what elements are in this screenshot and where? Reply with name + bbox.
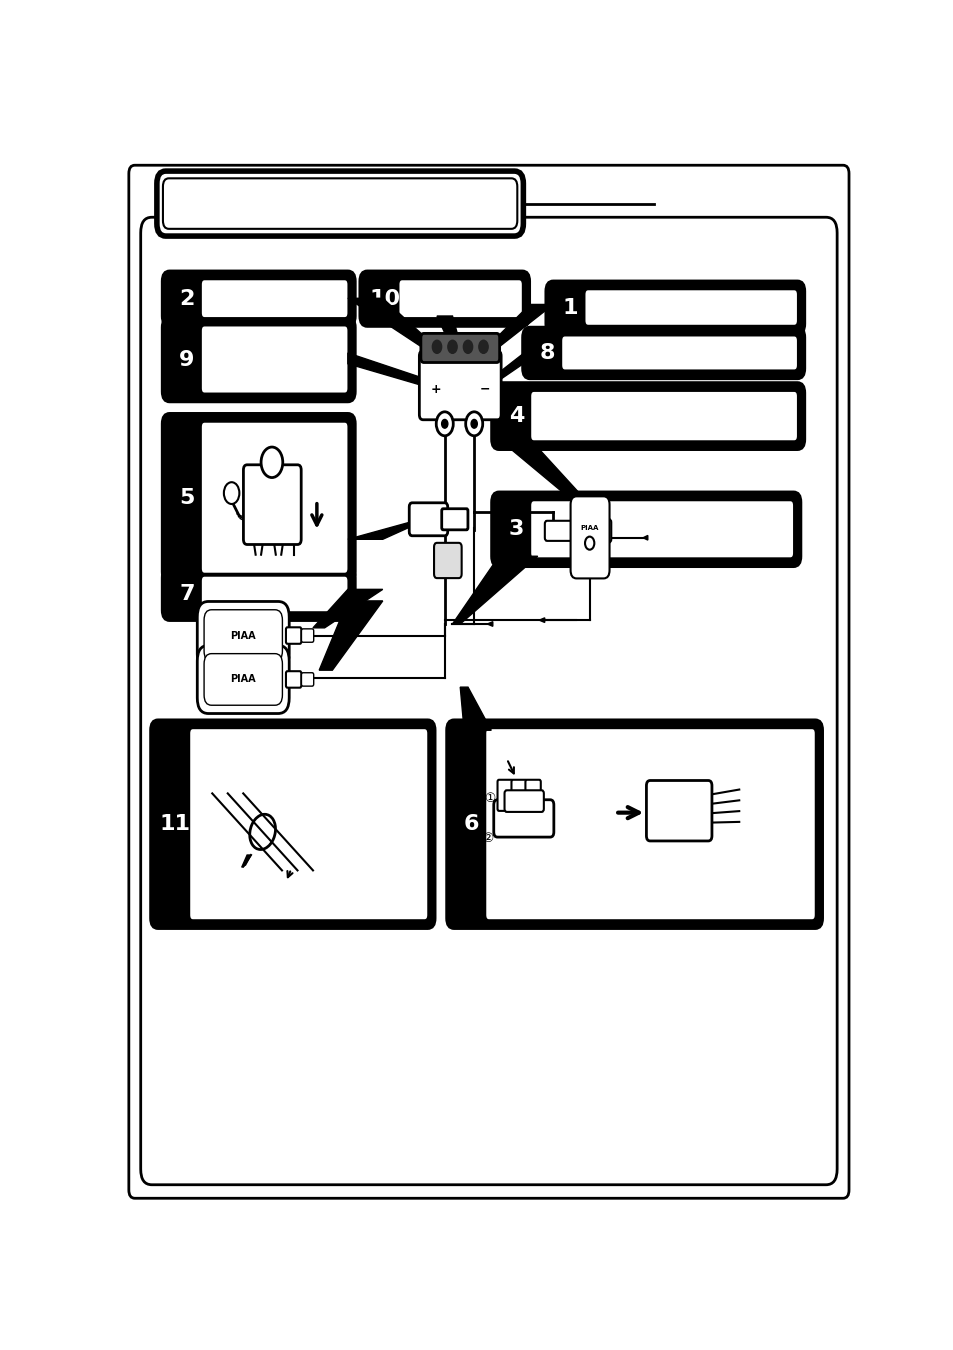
Polygon shape [497,348,530,382]
FancyBboxPatch shape [419,351,500,420]
Circle shape [584,536,594,549]
Polygon shape [348,520,425,539]
FancyBboxPatch shape [525,780,540,811]
FancyBboxPatch shape [162,567,355,621]
FancyBboxPatch shape [200,325,348,394]
FancyBboxPatch shape [243,464,301,544]
FancyBboxPatch shape [446,720,821,929]
Text: PIAA: PIAA [231,675,255,684]
FancyBboxPatch shape [286,628,301,644]
FancyBboxPatch shape [545,281,804,333]
FancyBboxPatch shape [359,271,529,327]
Circle shape [447,340,456,354]
FancyBboxPatch shape [494,799,554,837]
FancyBboxPatch shape [204,653,282,705]
Text: PIAA: PIAA [231,630,255,640]
FancyBboxPatch shape [162,317,355,402]
Text: 2: 2 [179,289,194,309]
Text: 9: 9 [179,350,194,370]
FancyBboxPatch shape [162,271,355,327]
Text: 10: 10 [369,289,400,309]
FancyBboxPatch shape [197,602,289,670]
Polygon shape [452,556,537,624]
Text: −: − [479,382,490,396]
FancyBboxPatch shape [189,728,428,921]
FancyBboxPatch shape [560,335,797,370]
FancyBboxPatch shape [200,421,348,574]
Polygon shape [472,305,553,362]
FancyBboxPatch shape [584,289,797,325]
FancyBboxPatch shape [204,610,282,662]
FancyBboxPatch shape [129,165,848,1199]
Text: 7: 7 [179,585,194,603]
Polygon shape [348,352,421,385]
Text: 3: 3 [508,520,523,539]
FancyBboxPatch shape [286,671,301,687]
Circle shape [261,447,282,478]
FancyBboxPatch shape [156,171,523,236]
FancyBboxPatch shape [491,491,801,567]
FancyBboxPatch shape [398,279,522,319]
FancyBboxPatch shape [301,629,314,643]
FancyBboxPatch shape [197,645,289,714]
Polygon shape [498,439,592,508]
FancyBboxPatch shape [420,333,499,363]
FancyBboxPatch shape [581,520,611,543]
FancyBboxPatch shape [301,672,314,686]
Polygon shape [279,678,287,682]
Text: PIAA: PIAA [579,525,598,531]
Circle shape [463,340,472,354]
Polygon shape [436,316,464,358]
FancyBboxPatch shape [530,392,797,441]
Text: 1: 1 [562,297,578,317]
FancyBboxPatch shape [497,780,513,811]
FancyBboxPatch shape [544,521,586,541]
FancyBboxPatch shape [491,382,804,450]
Text: +: + [430,382,440,396]
Text: 5: 5 [179,487,194,508]
FancyBboxPatch shape [441,509,467,529]
FancyBboxPatch shape [485,728,815,921]
FancyBboxPatch shape [530,501,793,559]
FancyBboxPatch shape [140,217,837,1185]
FancyBboxPatch shape [434,543,461,578]
Text: 6: 6 [463,814,478,834]
Circle shape [224,482,239,504]
Text: 8: 8 [539,343,555,363]
Circle shape [471,420,476,428]
FancyBboxPatch shape [504,790,543,811]
Circle shape [432,340,441,354]
FancyBboxPatch shape [162,413,355,582]
Polygon shape [279,633,287,637]
Polygon shape [538,618,544,622]
Text: 4: 4 [508,406,523,427]
FancyBboxPatch shape [409,502,447,536]
Circle shape [441,420,447,428]
Text: ②: ② [481,832,493,845]
Polygon shape [487,622,493,626]
FancyBboxPatch shape [163,178,517,230]
Circle shape [465,412,482,436]
Circle shape [436,412,453,436]
Polygon shape [313,590,382,628]
FancyBboxPatch shape [151,720,435,929]
FancyBboxPatch shape [522,327,804,379]
Polygon shape [319,601,382,670]
FancyBboxPatch shape [570,497,609,578]
Polygon shape [459,687,491,730]
Polygon shape [348,298,452,362]
Text: 11: 11 [160,814,191,834]
FancyBboxPatch shape [200,575,348,613]
Text: ①: ① [483,791,495,805]
FancyBboxPatch shape [511,780,526,811]
FancyBboxPatch shape [646,780,711,841]
Circle shape [478,340,488,354]
Polygon shape [241,855,251,867]
FancyBboxPatch shape [200,279,348,319]
Polygon shape [642,536,647,540]
